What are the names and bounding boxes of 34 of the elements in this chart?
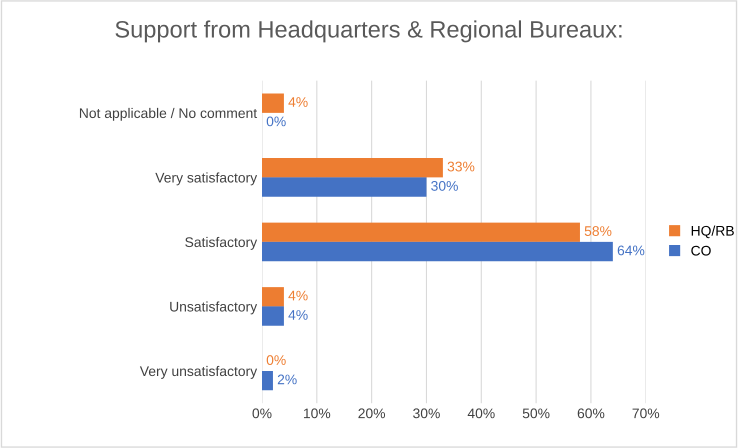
x-tick-label: 10%	[304, 408, 330, 418]
bar	[262, 94, 284, 113]
chart-title: Support from Headquarters & Regional Bureaux:	[115, 20, 622, 42]
x-tick-label: 30%	[413, 408, 440, 418]
x-tick-label: 20%	[358, 408, 386, 418]
bar	[262, 306, 284, 326]
data-label: 4%	[288, 290, 308, 300]
data-label: 33%	[448, 162, 474, 172]
x-tick-label: 70%	[632, 408, 660, 418]
legend-label: HQ/RB	[692, 226, 734, 238]
y-tick-label: Not applicable / No comment	[80, 108, 258, 121]
data-label: 2%	[278, 374, 297, 384]
bar	[262, 158, 443, 178]
data-label: 4%	[288, 97, 308, 107]
y-tick-label: Unsatisfactory	[170, 301, 258, 314]
data-label: 0%	[266, 355, 286, 365]
data-label: 0%	[266, 116, 286, 126]
legend-label: CO	[691, 246, 711, 256]
data-label: 64%	[618, 245, 644, 256]
data-label: 58%	[584, 226, 612, 236]
x-tick-label: 60%	[578, 408, 604, 418]
x-tick-label: 40%	[468, 408, 495, 418]
x-tick-label: 0%	[252, 408, 272, 418]
x-tick-label: 50%	[522, 408, 550, 418]
y-tick-label: Very unsatisfactory	[140, 366, 258, 379]
bar	[262, 370, 273, 390]
data-label: 30%	[431, 180, 458, 191]
bar	[262, 287, 284, 306]
data-label: 4%	[288, 310, 308, 320]
bar	[262, 177, 426, 197]
y-tick-label: Satisfactory	[185, 236, 258, 250]
bar	[262, 222, 580, 242]
bar	[262, 242, 613, 262]
y-tick-label: Very satisfactory	[155, 172, 258, 186]
